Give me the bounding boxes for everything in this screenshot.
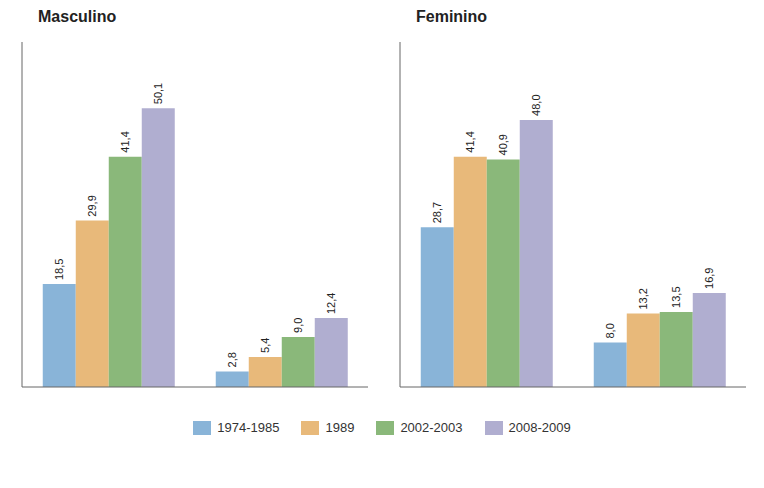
svg-text:40,9: 40,9 (497, 134, 509, 155)
html-text:2008-2009: 2008-2009 (508, 420, 571, 435)
svg-text:13,2: 13,2 (637, 288, 649, 309)
svg-text:2,8: 2,8 (226, 352, 238, 367)
svg-text:48,0: 48,0 (530, 94, 542, 115)
svg-text:50,1: 50,1 (152, 83, 164, 104)
svg-text:41,4: 41,4 (119, 131, 131, 152)
html-text:1974-1985: 1974-1985 (217, 420, 280, 435)
svg-text:29,9: 29,9 (86, 195, 98, 216)
html-text:1989: 1989 (325, 420, 355, 435)
html-text:Feminino: Feminino (416, 8, 488, 25)
svg-text:16,9: 16,9 (703, 268, 715, 289)
svg-text:28,7: 28,7 (431, 202, 443, 223)
svg-text:13,5: 13,5 (670, 286, 682, 307)
svg-text:5,4: 5,4 (259, 338, 271, 353)
svg-text:9,0: 9,0 (292, 318, 304, 333)
svg-text:18,5: 18,5 (53, 259, 65, 280)
html-text:2002-2003: 2002-2003 (400, 420, 463, 435)
svg-text:8,0: 8,0 (604, 323, 616, 338)
svg-text:41,4: 41,4 (464, 131, 476, 152)
svg-text:12,4: 12,4 (325, 293, 337, 314)
html-text:Masculino: Masculino (38, 8, 117, 25)
